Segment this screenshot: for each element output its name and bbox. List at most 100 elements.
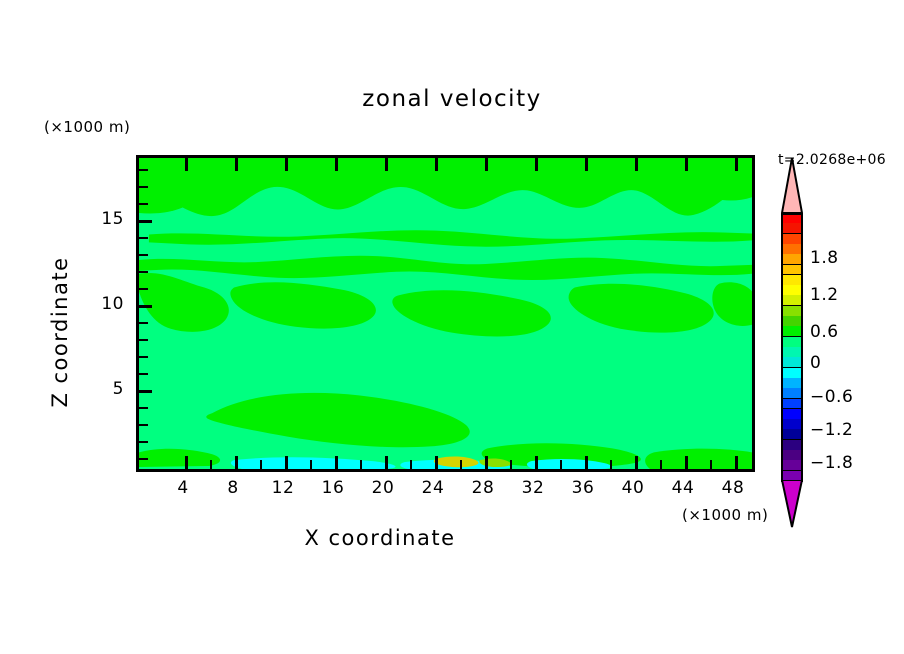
x-tick-top-20 <box>385 158 388 171</box>
x-tick-12 <box>285 456 288 469</box>
time-annotation: t=2.0268e+06 <box>778 152 886 168</box>
y-tick-7 <box>139 356 148 358</box>
x-tick-label-36: 36 <box>571 478 595 498</box>
colorbar-tick-label--1.8: −1.8 <box>810 453 854 473</box>
y-tick-11 <box>139 288 148 290</box>
colorbar-tick-label-1.2: 1.2 <box>810 285 839 305</box>
x-tick-label-4: 4 <box>177 478 189 498</box>
x-tick-label-12: 12 <box>271 478 295 498</box>
y-tick-label-10: 10 <box>101 294 124 314</box>
colorbar-band-6 <box>781 274 803 286</box>
contour-field <box>139 158 752 469</box>
colorbar-band-2 <box>781 233 803 245</box>
x-tick-8 <box>235 456 238 469</box>
y-tick-2 <box>139 441 148 443</box>
x-tick-6 <box>210 460 212 469</box>
colorbar-band-21 <box>781 429 803 441</box>
x-tick-top-8 <box>235 158 238 171</box>
colorbar-band-14 <box>781 357 803 369</box>
x-tick-16 <box>335 456 338 469</box>
y-tick-6 <box>139 373 148 375</box>
x-tick-label-48: 48 <box>721 478 745 498</box>
x-tick-top-12 <box>285 158 288 171</box>
colorbar-band-4 <box>781 254 803 266</box>
x-tick-42 <box>660 460 662 469</box>
y-tick-17 <box>139 186 148 188</box>
colorbar-band-12 <box>781 336 803 348</box>
x-tick-label-40: 40 <box>621 478 645 498</box>
x-tick-label-16: 16 <box>321 478 345 498</box>
y-tick-9 <box>139 322 148 324</box>
colorbar-tick-label--0.6: −0.6 <box>810 387 854 407</box>
x-tick-24 <box>435 456 438 469</box>
x-tick-40 <box>635 456 638 469</box>
colorbar-band-11 <box>781 326 803 338</box>
y-tick-label-15: 15 <box>101 209 124 229</box>
colorbar-band-8 <box>781 295 803 307</box>
colorbar-band-22 <box>781 439 803 451</box>
x-tick-top-16 <box>335 158 338 171</box>
x-tick-10 <box>260 460 262 469</box>
colorbar-band-24 <box>781 460 803 472</box>
colorbar-band-23 <box>781 450 803 461</box>
x-tick-18 <box>360 460 362 469</box>
x-tick-label-44: 44 <box>671 478 695 498</box>
colorbar-band-5 <box>781 264 803 276</box>
x-tick-46 <box>710 460 712 469</box>
colorbar-band-20 <box>781 419 803 431</box>
colorbar-over-cap <box>781 158 803 214</box>
x-tick-top-36 <box>585 158 588 171</box>
contour-plot-area[interactable] <box>136 155 755 472</box>
y-tick-labels: 5 10 15 <box>78 0 124 654</box>
colorbar[interactable] <box>781 213 803 482</box>
x-tick-top-40 <box>635 158 638 171</box>
y-axis-unit-label: (×1000 m) <box>44 118 131 136</box>
y-tick-1 <box>139 458 148 460</box>
x-tick-38 <box>610 460 612 469</box>
y-axis-title: Z coordinate <box>48 256 72 408</box>
x-tick-top-48 <box>735 158 738 171</box>
y-tick-18 <box>139 169 148 171</box>
y-tick-5 <box>139 390 152 393</box>
page-title: zonal velocity <box>362 86 542 112</box>
x-tick-label-24: 24 <box>421 478 445 498</box>
colorbar-band-18 <box>781 398 803 410</box>
x-tick-26 <box>460 460 462 469</box>
x-tick-30 <box>510 460 512 469</box>
y-tick-15 <box>139 220 152 223</box>
x-tick-20 <box>385 456 388 469</box>
y-tick-4 <box>139 407 148 409</box>
x-tick-48 <box>735 456 738 469</box>
colorbar-band-17 <box>781 388 803 400</box>
y-tick-10 <box>139 305 152 308</box>
x-tick-top-44 <box>685 158 688 171</box>
colorbar-band-9 <box>781 305 803 317</box>
y-tick-3 <box>139 424 148 426</box>
colorbar-band-15 <box>781 367 803 379</box>
colorbar-band-1 <box>781 223 803 235</box>
x-tick-top-32 <box>535 158 538 171</box>
colorbar-tick-label-1.8: 1.8 <box>810 248 839 268</box>
x-tick-36 <box>585 456 588 469</box>
y-tick-16 <box>139 203 148 205</box>
x-tick-4 <box>185 456 188 469</box>
y-tick-8 <box>139 339 148 341</box>
colorbar-tick-label--1.2: −1.2 <box>810 420 854 440</box>
colorbar-tick-label-0: 0 <box>810 353 822 373</box>
colorbar-band-13 <box>781 347 803 358</box>
y-tick-12 <box>139 271 148 273</box>
colorbar-tick-label-0.6: 0.6 <box>810 322 839 342</box>
x-tick-32 <box>535 456 538 469</box>
colorbar-band-3 <box>781 243 803 255</box>
x-tick-top-4 <box>185 158 188 171</box>
y-tick-label-5: 5 <box>112 379 124 399</box>
x-tick-top-28 <box>485 158 488 171</box>
colorbar-unit-label: (×1000 m) <box>682 506 769 524</box>
x-tick-top-24 <box>435 158 438 171</box>
y-tick-14 <box>139 237 148 239</box>
x-tick-label-32: 32 <box>521 478 545 498</box>
colorbar-band-0 <box>781 213 803 224</box>
colorbar-band-10 <box>781 316 803 327</box>
x-tick-34 <box>560 460 562 469</box>
x-tick-14 <box>310 460 312 469</box>
